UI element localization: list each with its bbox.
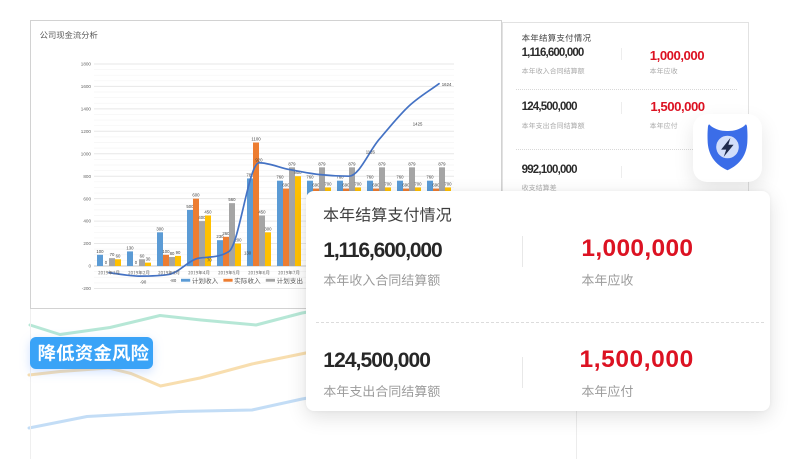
svg-text:230: 230 [216,234,224,239]
svg-text:760: 760 [426,174,434,179]
svg-text:90: 90 [176,249,181,254]
svg-text:760: 760 [276,174,284,179]
svg-text:879: 879 [318,161,326,166]
svg-text:400: 400 [83,218,91,223]
svg-text:1000: 1000 [81,151,92,156]
svg-text:80: 80 [170,251,175,256]
svg-text:100: 100 [162,248,170,253]
svg-text:780: 780 [246,172,254,177]
svg-text:130: 130 [244,250,252,255]
svg-text:100: 100 [96,248,104,253]
svg-text:690: 690 [282,182,290,187]
svg-text:760: 760 [306,174,314,179]
svg-text:760: 760 [366,174,374,179]
svg-text:700: 700 [384,181,392,186]
svg-text:1425: 1425 [413,121,423,126]
svg-text:200: 200 [234,237,242,242]
svg-text:879: 879 [408,161,416,166]
svg-text:879: 879 [288,161,296,166]
svg-text:700: 700 [414,181,422,186]
svg-text:690: 690 [432,182,440,187]
svg-text:-80: -80 [170,277,177,282]
svg-text:1800: 1800 [81,61,92,66]
svg-text:1200: 1200 [81,128,92,133]
svg-text:879: 879 [438,161,446,166]
svg-text:-90: -90 [140,279,147,284]
svg-text:500: 500 [186,203,194,208]
svg-text:0: 0 [88,263,91,268]
svg-text:600: 600 [83,196,91,201]
svg-text:60: 60 [116,253,121,258]
svg-text:30: 30 [146,256,151,261]
svg-text:0: 0 [135,260,138,265]
svg-text:700: 700 [354,181,362,186]
svg-text:920: 920 [255,157,263,162]
svg-text:60: 60 [140,253,145,258]
svg-text:760: 760 [396,174,404,179]
svg-text:200: 200 [83,241,91,246]
svg-text:1126: 1126 [366,149,376,154]
svg-text:1400: 1400 [81,106,92,111]
svg-text:690: 690 [342,182,350,187]
svg-text:690: 690 [312,182,320,187]
svg-text:690: 690 [372,182,380,187]
svg-text:130: 130 [126,245,134,250]
svg-text:700: 700 [324,181,332,186]
svg-text:600: 600 [192,192,200,197]
svg-text:70: 70 [207,257,212,262]
svg-text:700: 700 [444,181,452,186]
svg-text:800: 800 [294,170,302,175]
svg-text:879: 879 [378,161,386,166]
svg-text:260: 260 [222,230,230,235]
svg-text:800: 800 [83,173,91,178]
svg-text:690: 690 [402,182,410,187]
svg-text:-200: -200 [82,286,92,291]
svg-text:300: 300 [264,226,272,231]
svg-text:1100: 1100 [251,136,261,141]
svg-text:560: 560 [228,197,236,202]
svg-text:450: 450 [258,209,266,214]
svg-text:1600: 1600 [81,84,92,89]
svg-text:400: 400 [198,215,206,220]
svg-text:300: 300 [156,226,164,231]
svg-text:879: 879 [348,161,356,166]
svg-text:1624: 1624 [442,82,452,87]
svg-text:0: 0 [105,260,108,265]
svg-text:70: 70 [110,252,115,257]
svg-text:760: 760 [336,174,344,179]
svg-text:450: 450 [204,209,212,214]
